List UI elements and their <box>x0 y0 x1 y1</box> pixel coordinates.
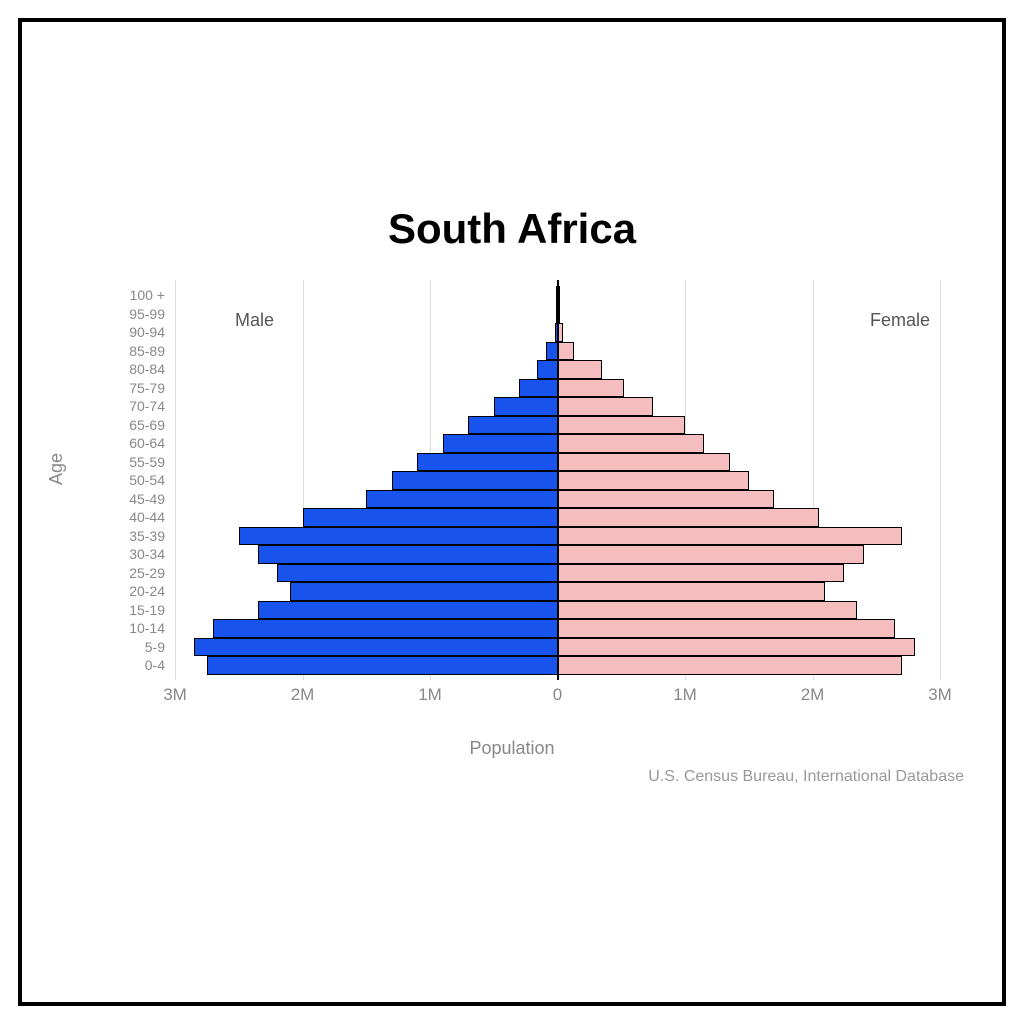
age-label: 100 + <box>130 288 165 302</box>
bar-male <box>258 545 558 564</box>
x-tick-label: 2M <box>291 685 315 705</box>
x-tick-label: 0 <box>553 685 562 705</box>
bar-female <box>558 416 686 435</box>
source-label: U.S. Census Bureau, International Databa… <box>648 768 964 786</box>
age-label: 55-59 <box>129 455 165 469</box>
age-label: 80-84 <box>129 362 165 376</box>
bar-male <box>494 397 558 416</box>
bar-female <box>558 527 902 546</box>
male-label: Male <box>235 310 274 331</box>
bar-male <box>443 434 558 453</box>
bar-female <box>558 638 915 657</box>
age-label: 65-69 <box>129 418 165 432</box>
age-label: 45-49 <box>129 492 165 506</box>
x-tick-label: 3M <box>163 685 187 705</box>
age-label: 20-24 <box>129 584 165 598</box>
bar-female <box>558 471 749 490</box>
bar-male <box>366 490 557 509</box>
age-label: 5-9 <box>145 640 165 654</box>
bar-male <box>194 638 557 657</box>
bar-male <box>277 564 558 583</box>
x-axis-label: Population <box>0 738 1024 759</box>
bar-male <box>290 582 558 601</box>
plot-area: Male Female 3M2M1M01M2M3M <box>175 280 940 700</box>
age-label: 95-99 <box>129 307 165 321</box>
bar-female <box>558 582 826 601</box>
bar-male <box>303 508 558 527</box>
x-tick-label: 2M <box>801 685 825 705</box>
bar-female <box>558 397 654 416</box>
chart-area: 100 + 95-99 90-94 85-89 80-84 75-79 70-74 65-69… <box>105 280 940 720</box>
age-label: 60-64 <box>129 436 165 450</box>
chart-title: South Africa <box>0 205 1024 253</box>
age-label: 10-14 <box>129 621 165 635</box>
bar-female <box>558 564 845 583</box>
age-label: 75-79 <box>129 381 165 395</box>
y-axis-label: Age <box>46 453 67 485</box>
age-label: 15-19 <box>129 603 165 617</box>
bar-male <box>519 379 557 398</box>
bar-male <box>213 619 557 638</box>
bar-male <box>417 453 557 472</box>
bar-female <box>558 379 624 398</box>
age-label: 25-29 <box>129 566 165 580</box>
x-tick-label: 1M <box>418 685 442 705</box>
age-label: 85-89 <box>129 344 165 358</box>
bar-male <box>239 527 558 546</box>
center-axis <box>557 280 559 680</box>
bar-female <box>558 490 775 509</box>
gridline <box>940 280 941 680</box>
age-label: 50-54 <box>129 473 165 487</box>
bar-male <box>537 360 557 379</box>
age-label: 35-39 <box>129 529 165 543</box>
bar-female <box>558 601 858 620</box>
age-label: 0-4 <box>145 658 165 672</box>
bar-female <box>558 342 575 361</box>
bar-male <box>207 656 558 675</box>
age-label: 40-44 <box>129 510 165 524</box>
bar-female <box>558 360 603 379</box>
bar-male <box>258 601 558 620</box>
age-label: 30-34 <box>129 547 165 561</box>
age-label: 70-74 <box>129 399 165 413</box>
bar-male <box>468 416 557 435</box>
x-tick-label: 1M <box>673 685 697 705</box>
bar-female <box>558 453 730 472</box>
x-tick-label: 3M <box>928 685 952 705</box>
age-label: 90-94 <box>129 325 165 339</box>
bar-female <box>558 656 902 675</box>
bar-female <box>558 545 864 564</box>
bar-female <box>558 434 705 453</box>
bar-female <box>558 619 896 638</box>
bar-male <box>392 471 558 490</box>
female-label: Female <box>870 310 930 331</box>
bar-female <box>558 508 819 527</box>
